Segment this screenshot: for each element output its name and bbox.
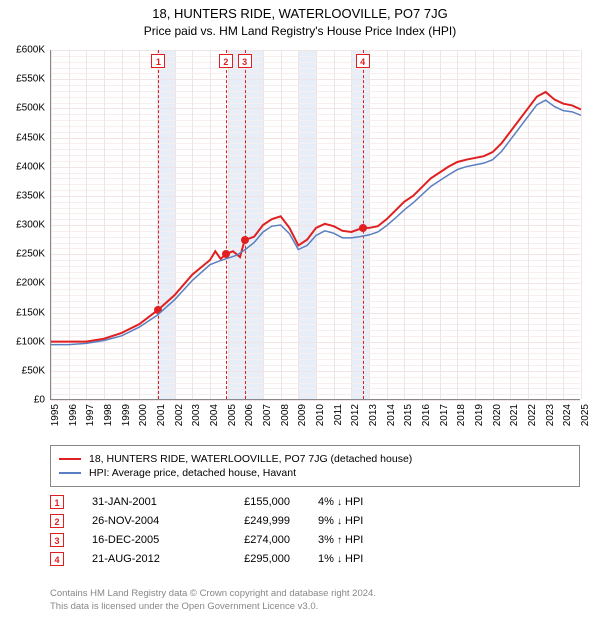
footer-text: Contains HM Land Registry data © Crown c… bbox=[50, 588, 376, 614]
sale-date: 16-DEC-2005 bbox=[92, 534, 187, 546]
y-tick-label: £100K bbox=[16, 336, 45, 347]
y-tick-label: £350K bbox=[16, 190, 45, 201]
y-tick-label: £400K bbox=[16, 161, 45, 172]
sales-table-row: 3 16-DEC-2005 £274,000 3% ↑ HPI bbox=[50, 533, 408, 547]
sale-price: £295,000 bbox=[215, 553, 290, 565]
legend-item: HPI: Average price, detached house, Hava… bbox=[59, 467, 571, 479]
legend-swatch bbox=[59, 472, 81, 475]
x-tick-label: 2025 bbox=[580, 404, 600, 426]
footer-line2: This data is licensed under the Open Gov… bbox=[50, 601, 318, 612]
sale-diff: 4% ↓ HPI bbox=[318, 496, 408, 508]
y-tick-label: £150K bbox=[16, 307, 45, 318]
legend-swatch bbox=[59, 458, 81, 461]
sale-price: £249,999 bbox=[215, 515, 290, 527]
y-tick-label: £0 bbox=[34, 395, 45, 406]
sale-number: 4 bbox=[50, 552, 64, 566]
sale-diff: 9% ↓ HPI bbox=[318, 515, 408, 527]
sale-number: 1 bbox=[50, 495, 64, 509]
legend-label: 18, HUNTERS RIDE, WATERLOOVILLE, PO7 7JG… bbox=[89, 453, 412, 465]
chart-title: 18, HUNTERS RIDE, WATERLOOVILLE, PO7 7JG bbox=[0, 0, 600, 21]
y-tick-label: £550K bbox=[16, 74, 45, 85]
sale-diff: 3% ↑ HPI bbox=[318, 534, 408, 546]
y-tick-label: £500K bbox=[16, 103, 45, 114]
chart-lines bbox=[51, 50, 580, 399]
plot-area: 1234 bbox=[50, 50, 580, 400]
sale-price: £274,000 bbox=[215, 534, 290, 546]
series-line bbox=[51, 92, 581, 342]
sale-diff: 1% ↓ HPI bbox=[318, 553, 408, 565]
y-tick-label: £450K bbox=[16, 132, 45, 143]
y-tick-label: £300K bbox=[16, 220, 45, 231]
sales-table-row: 1 31-JAN-2001 £155,000 4% ↓ HPI bbox=[50, 495, 408, 509]
sale-price: £155,000 bbox=[215, 496, 290, 508]
sales-table-row: 2 26-NOV-2004 £249,999 9% ↓ HPI bbox=[50, 514, 408, 528]
footer-line1: Contains HM Land Registry data © Crown c… bbox=[50, 588, 376, 599]
sale-date: 31-JAN-2001 bbox=[92, 496, 187, 508]
y-tick-label: £50K bbox=[22, 365, 45, 376]
legend-item: 18, HUNTERS RIDE, WATERLOOVILLE, PO7 7JG… bbox=[59, 453, 571, 465]
y-tick-label: £200K bbox=[16, 278, 45, 289]
sale-number: 2 bbox=[50, 514, 64, 528]
chart-subtitle: Price paid vs. HM Land Registry's House … bbox=[0, 21, 600, 44]
sales-table: 1 31-JAN-2001 £155,000 4% ↓ HPI 2 26-NOV-2004… bbox=[50, 490, 408, 571]
sale-number: 3 bbox=[50, 533, 64, 547]
legend-label: HPI: Average price, detached house, Hava… bbox=[89, 467, 296, 479]
legend: 18, HUNTERS RIDE, WATERLOOVILLE, PO7 7JG… bbox=[50, 445, 580, 487]
y-tick-label: £250K bbox=[16, 249, 45, 260]
series-line bbox=[51, 100, 581, 344]
sale-date: 21-AUG-2012 bbox=[92, 553, 187, 565]
sale-date: 26-NOV-2004 bbox=[92, 515, 187, 527]
sales-table-row: 4 21-AUG-2012 £295,000 1% ↓ HPI bbox=[50, 552, 408, 566]
y-tick-label: £600K bbox=[16, 45, 45, 56]
